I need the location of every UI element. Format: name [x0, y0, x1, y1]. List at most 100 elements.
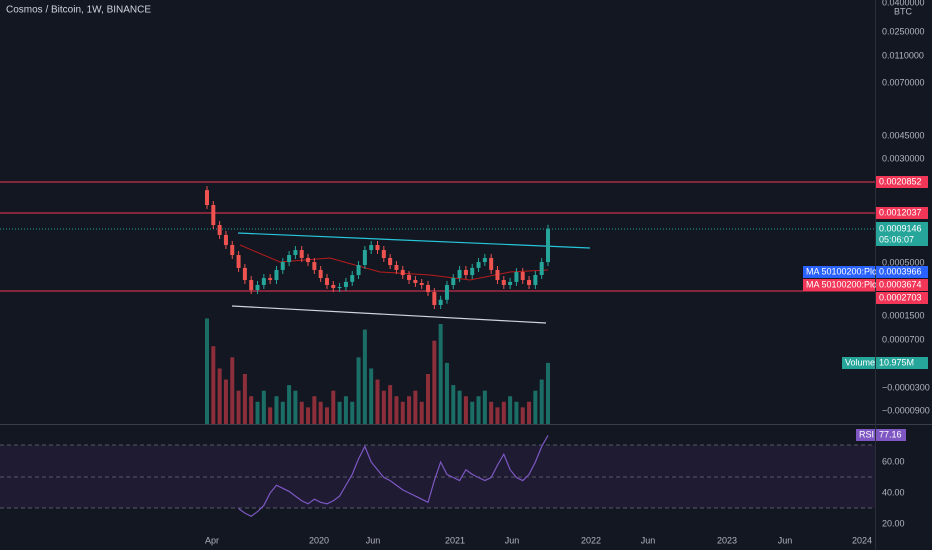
candle: [242, 267, 247, 281]
ma-value-bg: [876, 266, 928, 278]
last-price: 0.0009146: [879, 223, 922, 233]
volume-bar: [369, 368, 374, 424]
volume-bar: [520, 407, 525, 424]
level-label-bg: [876, 207, 928, 219]
candle: [205, 190, 209, 206]
candle: [432, 292, 437, 305]
volume-bar: [533, 390, 538, 424]
price-label: 0.0045000: [882, 130, 925, 140]
candle: [268, 278, 273, 281]
volume-bar: [508, 396, 513, 424]
rsi-axis-label: 40.00: [882, 487, 905, 497]
volume-bar: [470, 401, 475, 424]
level-label-bg: [876, 292, 928, 304]
volume-bar: [318, 401, 323, 424]
candle: [546, 228, 550, 263]
candle: [255, 284, 260, 291]
candle: [476, 262, 481, 268]
price-label: 0.0030000: [882, 153, 925, 163]
price-label: −0.0000300: [882, 382, 930, 392]
candle: [470, 267, 475, 276]
volume-bar: [337, 401, 342, 424]
candle: [362, 250, 367, 266]
trend-line: [231, 305, 547, 324]
candle: [331, 284, 336, 289]
volume-bar: [381, 390, 386, 424]
volume-bar: [451, 385, 456, 424]
volume-bar: [356, 357, 361, 424]
candle: [324, 278, 329, 285]
candle: [318, 269, 323, 279]
level-label: 0.0002703: [879, 292, 922, 302]
volume-bar: [476, 396, 481, 424]
volume-name-bg: [842, 357, 875, 369]
time-label: Jun: [505, 535, 520, 545]
volume-bar: [362, 329, 367, 424]
candle: [293, 250, 298, 256]
price-label: 0.0000700: [882, 334, 925, 344]
candle: [426, 284, 431, 293]
level-label: 0.0020852: [879, 176, 922, 186]
candle: [356, 265, 361, 276]
volume-bar: [331, 390, 336, 424]
rsi-axis-label: 20.00: [882, 518, 905, 528]
rsi-name-bg: [856, 429, 875, 441]
candle: [343, 281, 348, 288]
candle: [413, 280, 418, 283]
volume-bar: [457, 390, 462, 424]
time-label: Apr: [205, 535, 219, 545]
chart-title: Cosmos / Bitcoin, 1W, BINANCE: [6, 5, 151, 16]
candle: [312, 262, 317, 270]
candle: [337, 287, 342, 289]
trend-line: [237, 232, 591, 249]
volume-bar: [394, 396, 399, 424]
volume-value-bg: [876, 357, 928, 369]
ma-value: 0.0003966: [879, 266, 922, 276]
volume-value: 10.975M: [879, 357, 914, 367]
volume-bar: [444, 362, 449, 424]
ma-name: MA 50100200:Plot: [806, 279, 880, 289]
ma-name: MA 50100200:Plot: [806, 266, 880, 276]
time-label: 2020: [309, 535, 329, 545]
rsi-value: 77.16: [879, 429, 902, 439]
volume-bar: [539, 379, 544, 424]
volume-bar: [249, 396, 254, 424]
last-price-bg: [876, 222, 928, 246]
rsi-value-bg: [876, 429, 906, 441]
candle: [261, 278, 266, 285]
time-label: 2023: [717, 535, 737, 545]
volume-bar: [324, 407, 329, 424]
candle: [369, 245, 374, 251]
volume-bar: [489, 401, 494, 424]
volume-bar: [375, 379, 380, 424]
candle: [407, 275, 412, 281]
volume-bar: [255, 401, 260, 424]
volume-bar: [274, 396, 279, 424]
time-label: 2022: [581, 535, 601, 545]
volume-bar: [407, 396, 412, 424]
volume-bar: [312, 396, 317, 424]
time-label: Jun: [366, 535, 381, 545]
volume-bar: [413, 390, 418, 424]
candle: [495, 269, 500, 281]
rsi-name: RSI: [859, 429, 874, 439]
candle: [508, 281, 513, 285]
volume-bar: [306, 407, 311, 424]
dynamic: 0.0400000 0.0250000 0.0110000 0.0070000 0.00…: [205, 0, 930, 545]
candle: [419, 282, 424, 285]
volume-bar: [546, 362, 550, 424]
volume-bar: [527, 401, 532, 424]
time-label: Jun: [778, 535, 793, 545]
volume-bar: [230, 357, 235, 424]
rsi-axis-label: 60.00: [882, 456, 905, 466]
ma-name-bg: [803, 279, 875, 291]
volume-bar: [217, 368, 222, 424]
candle: [501, 280, 506, 285]
volume-bar: [211, 346, 216, 424]
candle: [533, 275, 538, 285]
candle: [463, 269, 468, 276]
volume-bar: [482, 390, 487, 424]
volume-bar: [205, 318, 209, 424]
candle: [482, 257, 487, 263]
volume-name: Volume: [845, 357, 875, 367]
